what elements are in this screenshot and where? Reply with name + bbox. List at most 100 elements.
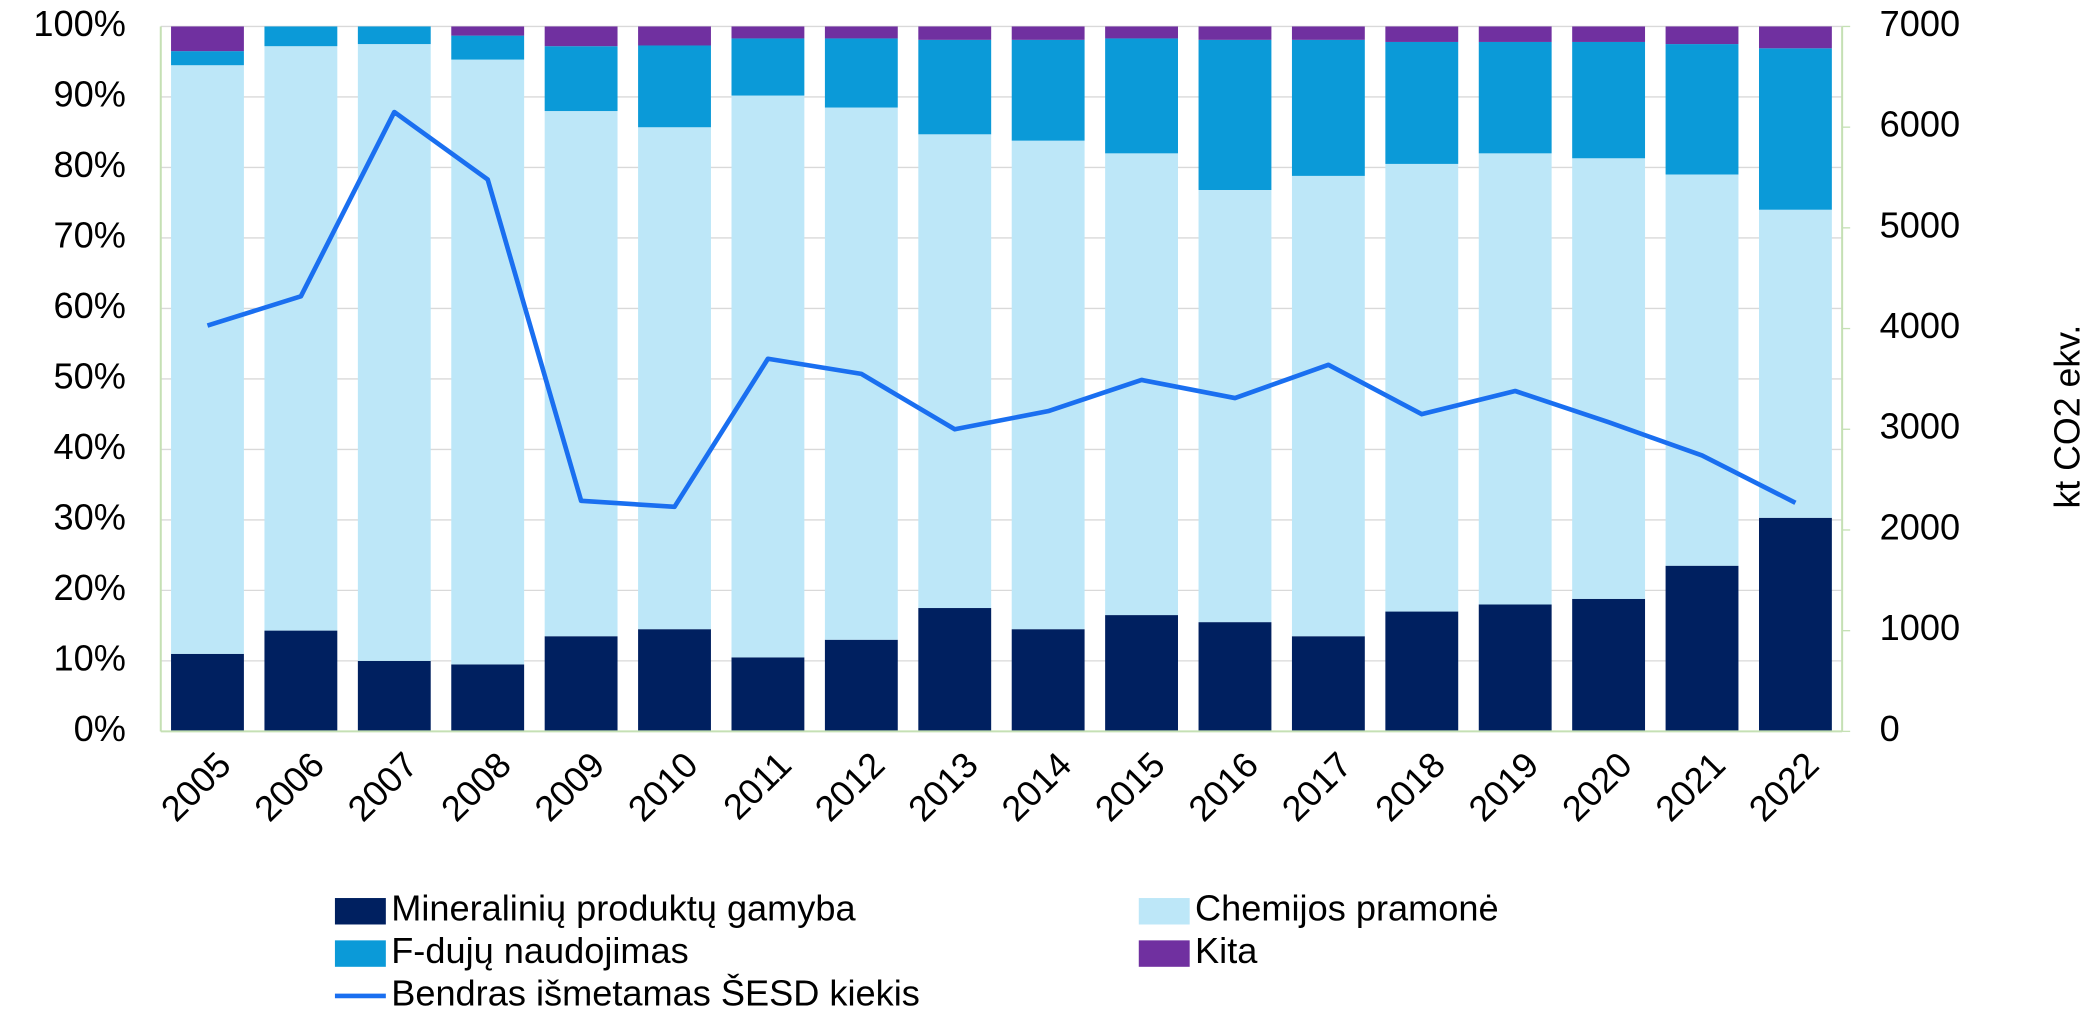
- y-tick-label: 40%: [54, 426, 126, 467]
- y2-tick-label: 5000: [1880, 205, 1960, 246]
- y-tick-label: 0%: [74, 708, 126, 749]
- bar-segment: [1105, 38, 1178, 154]
- bar-segment: [1011, 39, 1085, 141]
- bar-segment: [638, 45, 711, 128]
- bar-segment: [1011, 629, 1085, 732]
- x-tick-label: 2011: [715, 744, 799, 827]
- y2-tick-label: 7000: [1880, 3, 1960, 44]
- bar-segment: [731, 38, 805, 96]
- y-tick-label: 60%: [54, 285, 126, 326]
- bar-segment: [731, 26, 805, 39]
- bar-segment: [1291, 26, 1365, 40]
- bar-segment: [918, 26, 992, 40]
- x-tick-label: 2019: [1460, 744, 1546, 829]
- x-tick-label: 2006: [246, 744, 332, 829]
- bar-segment: [918, 134, 992, 609]
- x-tick-label: 2014: [993, 744, 1079, 829]
- bar-segment: [1478, 26, 1552, 42]
- bar-segment: [1572, 26, 1646, 42]
- bar-segment: [1011, 140, 1085, 630]
- bar-segment: [824, 38, 898, 108]
- x-tick-label: 2010: [620, 744, 706, 829]
- y-tick-label: 20%: [54, 567, 126, 608]
- bar-segment: [1665, 26, 1739, 45]
- bar-segment: [264, 26, 338, 47]
- x-tick-label: 2008: [433, 744, 519, 829]
- bar-segment: [1385, 26, 1459, 42]
- bar-segment: [544, 111, 618, 637]
- x-tick-label: 2016: [1180, 744, 1266, 829]
- x-tick-label: 2015: [1087, 744, 1173, 829]
- y2-tick-label: 3000: [1880, 406, 1960, 447]
- legend-label: Bendras išmetamas ŠESD kiekis: [391, 973, 920, 1014]
- bar-segment: [1572, 158, 1646, 599]
- bar-segment: [731, 95, 805, 658]
- y-tick-label: 70%: [54, 215, 126, 256]
- bar-segment: [357, 26, 431, 45]
- bar-segment: [451, 59, 525, 665]
- bar-segment: [731, 657, 805, 732]
- bar-segment: [638, 629, 711, 732]
- bar-segment: [357, 44, 431, 661]
- bar-segment: [1758, 26, 1832, 49]
- x-tick-label: 2012: [806, 744, 892, 829]
- bar-segment: [1011, 26, 1085, 40]
- y-tick-label: 100%: [33, 3, 126, 44]
- bar-segment: [1572, 598, 1646, 732]
- x-tick-label: 2020: [1554, 744, 1640, 829]
- bar-segment: [171, 65, 244, 654]
- bar-segment: [1105, 26, 1178, 39]
- y2-tick-label: 2000: [1880, 507, 1960, 548]
- y2-tick-label: 1000: [1880, 607, 1960, 648]
- y-tick-label: 30%: [54, 497, 126, 538]
- bar-segment: [1198, 622, 1272, 732]
- bar-segment: [1478, 604, 1552, 732]
- bar-segment: [1758, 209, 1832, 518]
- bar-segment: [1198, 26, 1272, 40]
- bar-segment: [1291, 175, 1365, 637]
- legend-label: Mineralinių produktų gamyba: [391, 888, 855, 929]
- bar-segment: [638, 26, 711, 46]
- bar-segment: [171, 51, 244, 66]
- bar-segment: [451, 35, 525, 60]
- x-tick-label: 2018: [1367, 744, 1453, 829]
- y2-tick-label: 6000: [1880, 104, 1960, 145]
- bar-segment: [1665, 44, 1739, 175]
- bar-segment: [1385, 163, 1459, 612]
- bar-segment: [264, 630, 338, 732]
- bar-segment: [1572, 41, 1646, 159]
- bar-segment: [1385, 41, 1459, 164]
- legend-swatch: [334, 898, 386, 925]
- y-tick-label: 10%: [54, 638, 126, 679]
- y2-axis-label: kt CO2 ekv.: [2046, 325, 2087, 509]
- bar-segment: [1385, 611, 1459, 732]
- bar-segment: [1478, 41, 1552, 154]
- bar-segment: [1291, 39, 1365, 176]
- legend-label: F-dujų naudojimas: [391, 930, 689, 971]
- bar-segment: [544, 26, 618, 47]
- bar-segment: [824, 26, 898, 39]
- legend-swatch: [1138, 940, 1190, 967]
- legend-swatch: [334, 940, 386, 967]
- legend-label: Kita: [1195, 930, 1257, 971]
- bar-segment: [544, 46, 618, 112]
- x-tick-label: 2022: [1741, 744, 1827, 829]
- bar-segment: [1198, 189, 1272, 623]
- y-tick-label: 80%: [54, 144, 126, 185]
- bar-segment: [171, 653, 244, 732]
- bar-segment: [1105, 615, 1178, 732]
- bar-segment: [1665, 174, 1739, 566]
- bar-segment: [1478, 153, 1552, 605]
- legend-label: Chemijos pramonė: [1195, 888, 1499, 929]
- bar-segment: [1198, 39, 1272, 190]
- bar-segment: [451, 26, 525, 36]
- bar-segment: [544, 636, 618, 732]
- bar-segment: [1291, 636, 1365, 732]
- x-tick-label: 2009: [526, 744, 612, 829]
- bar-segment: [638, 127, 711, 630]
- bar-segment: [1665, 565, 1739, 732]
- y2-tick-label: 0: [1880, 708, 1900, 749]
- bar-segment: [171, 26, 244, 52]
